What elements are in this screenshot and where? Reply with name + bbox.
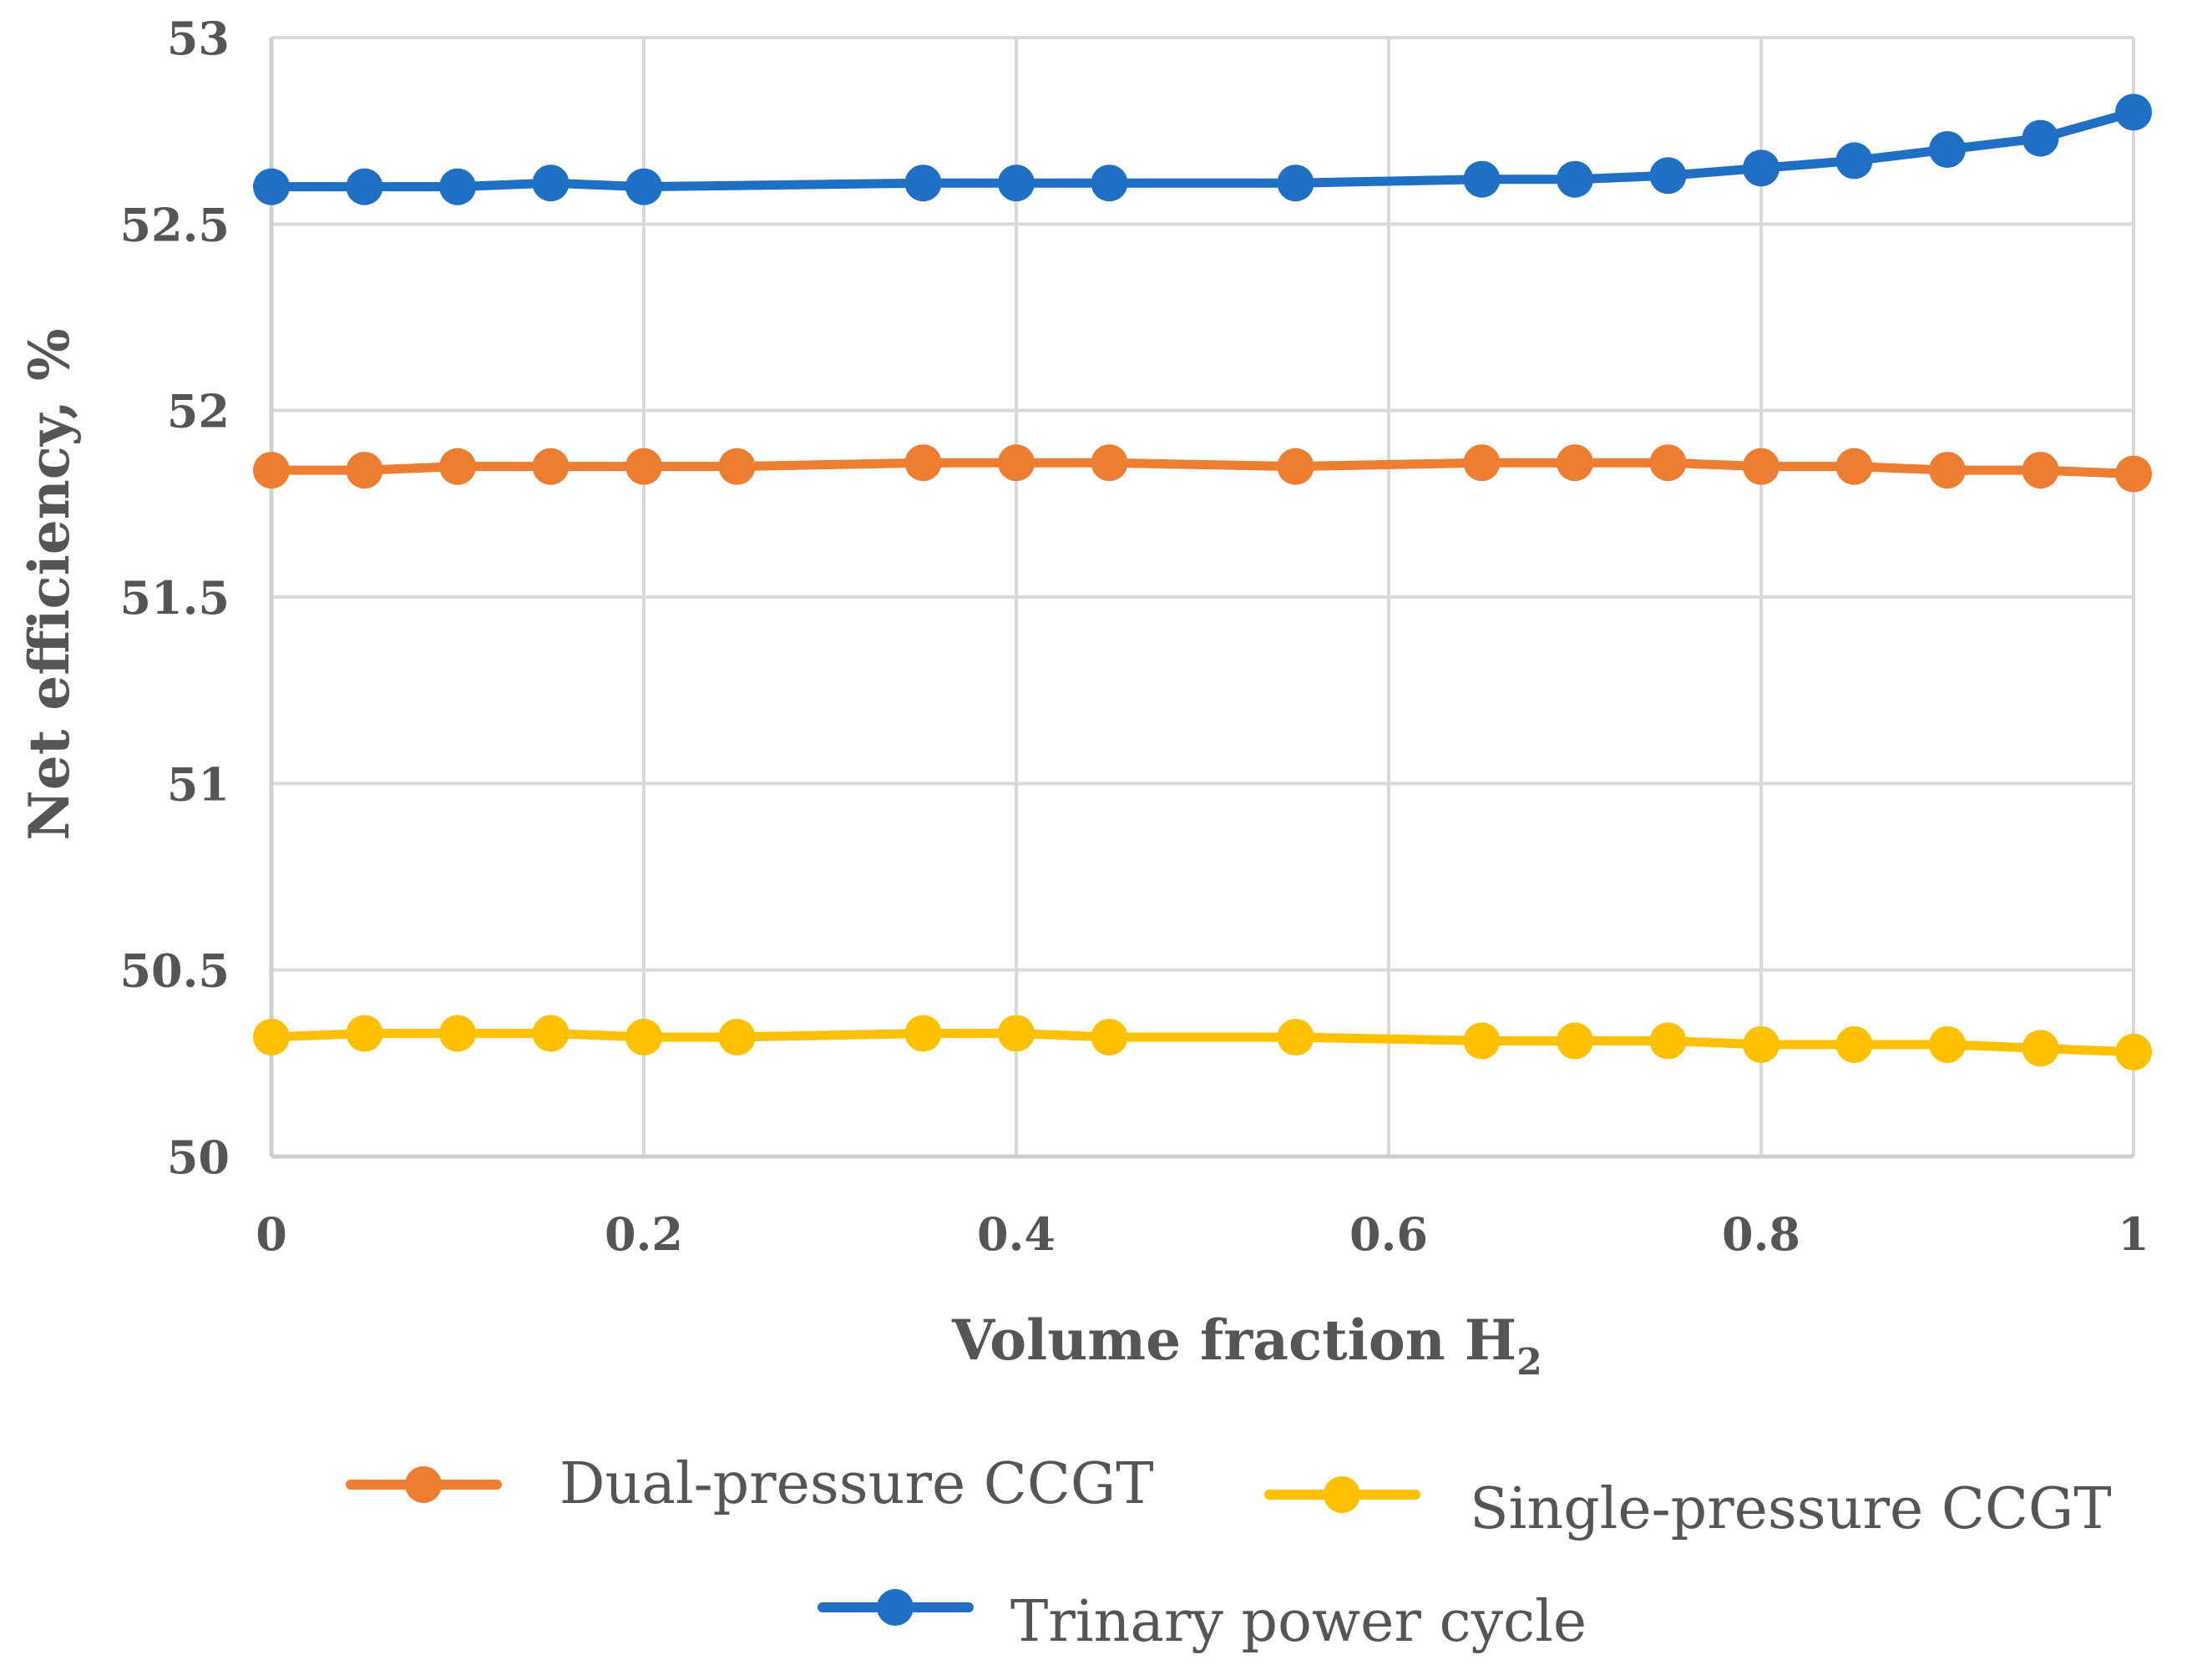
data-point-single-pressure-ccgt <box>1743 1026 1779 1063</box>
data-point-trinary-power-cycle <box>904 164 942 202</box>
data-point-single-pressure-ccgt <box>439 1015 476 1052</box>
data-point-trinary-power-cycle <box>253 168 290 205</box>
data-point-dual-pressure-ccgt <box>532 448 570 485</box>
series-dual-pressure-ccgt <box>253 444 2152 493</box>
data-point-dual-pressure-ccgt <box>998 444 1035 482</box>
axes <box>269 38 2134 1159</box>
x-tick-label: 0.4 <box>977 1207 1056 1261</box>
legend-item-dual-pressure-ccgt: Dual-pressure CCGT <box>346 1451 1154 1517</box>
legend-swatch-marker <box>877 1589 914 1626</box>
y-tick-label: 50.5 <box>119 944 230 998</box>
series-lines <box>253 94 2152 1070</box>
x-tick-labels: 0 0.2 0.4 0.6 0.8 1 <box>256 1207 2149 1261</box>
data-point-trinary-power-cycle <box>532 164 570 202</box>
x-tick-label: 0 <box>256 1207 287 1261</box>
x-tick-label: 1 <box>2118 1207 2149 1261</box>
data-point-trinary-power-cycle <box>1557 160 1593 198</box>
data-point-single-pressure-ccgt <box>1463 1022 1501 1060</box>
legend-label: Single-pressure CCGT <box>1470 1476 2112 1542</box>
gridlines <box>270 36 2135 1158</box>
legend-swatch-marker <box>405 1466 442 1503</box>
y-tick-label: 51 <box>167 757 230 811</box>
data-point-dual-pressure-ccgt <box>625 448 662 485</box>
data-point-dual-pressure-ccgt <box>1463 444 1501 482</box>
data-point-single-pressure-ccgt <box>1649 1022 1687 1060</box>
y-tick-label: 52.5 <box>119 198 230 251</box>
y-tick-label: 51.5 <box>119 571 230 625</box>
x-tick-label: 0.2 <box>605 1207 683 1261</box>
data-point-single-pressure-ccgt <box>904 1015 942 1052</box>
data-point-dual-pressure-ccgt <box>1277 448 1314 485</box>
x-axis-title: Volume fraction H2 <box>951 1308 1542 1384</box>
data-point-dual-pressure-ccgt <box>2115 455 2152 493</box>
data-point-dual-pressure-ccgt <box>718 448 756 485</box>
data-point-trinary-power-cycle <box>1835 142 1873 180</box>
data-point-dual-pressure-ccgt <box>1835 448 1873 485</box>
data-point-dual-pressure-ccgt <box>1649 444 1687 482</box>
data-point-trinary-power-cycle <box>1277 164 1314 202</box>
data-point-dual-pressure-ccgt <box>253 452 290 489</box>
data-point-trinary-power-cycle <box>2022 119 2059 157</box>
data-point-single-pressure-ccgt <box>532 1015 570 1052</box>
data-point-single-pressure-ccgt <box>1557 1022 1593 1060</box>
x-tick-label: 0.6 <box>1349 1207 1428 1261</box>
data-point-trinary-power-cycle <box>1649 157 1687 195</box>
data-point-trinary-power-cycle <box>625 168 662 205</box>
data-point-single-pressure-ccgt <box>1835 1026 1873 1063</box>
series-trinary-power-cycle <box>253 94 2152 205</box>
data-point-single-pressure-ccgt <box>625 1019 662 1056</box>
y-axis-title: Net efficiency, % <box>17 328 82 840</box>
legend-item-trinary-power-cycle: Trinary power cycle <box>818 1589 1587 1655</box>
data-point-single-pressure-ccgt <box>1929 1026 1966 1063</box>
legend-swatch-marker <box>1324 1476 1360 1513</box>
data-point-single-pressure-ccgt <box>2022 1030 2059 1067</box>
legend-label: Dual-pressure CCGT <box>559 1451 1154 1517</box>
y-tick-label: 52 <box>167 385 230 438</box>
data-point-dual-pressure-ccgt <box>346 452 383 489</box>
data-point-trinary-power-cycle <box>2115 94 2152 131</box>
data-point-dual-pressure-ccgt <box>439 448 476 485</box>
data-point-single-pressure-ccgt <box>2115 1033 2152 1070</box>
data-point-single-pressure-ccgt <box>998 1015 1035 1052</box>
legend-item-single-pressure-ccgt: Single-pressure CCGT <box>1264 1476 2112 1542</box>
x-tick-label: 0.8 <box>1722 1207 1800 1261</box>
data-point-dual-pressure-ccgt <box>1929 452 1966 489</box>
data-point-dual-pressure-ccgt <box>1743 448 1779 485</box>
legend: Dual-pressure CCGT Single-pressure CCGT Tr… <box>346 1451 2112 1655</box>
x-axis-title-main: Volume fraction H <box>951 1308 1516 1373</box>
data-point-trinary-power-cycle <box>998 164 1035 202</box>
data-point-dual-pressure-ccgt <box>1091 444 1128 482</box>
data-point-trinary-power-cycle <box>1091 164 1128 202</box>
data-point-single-pressure-ccgt <box>1277 1019 1314 1056</box>
data-point-trinary-power-cycle <box>439 168 476 205</box>
x-axis-title-subscript: 2 <box>1516 1341 1542 1384</box>
data-point-single-pressure-ccgt <box>253 1019 290 1056</box>
data-point-trinary-power-cycle <box>346 168 383 205</box>
y-tick-label: 50 <box>167 1131 230 1184</box>
data-point-trinary-power-cycle <box>1743 149 1779 187</box>
series-single-pressure-ccgt <box>253 1015 2152 1070</box>
data-point-single-pressure-ccgt <box>718 1019 756 1056</box>
y-tick-label: 53 <box>167 12 230 65</box>
data-point-dual-pressure-ccgt <box>1557 444 1593 482</box>
data-point-dual-pressure-ccgt <box>2022 452 2059 489</box>
data-point-trinary-power-cycle <box>1929 131 1966 168</box>
data-point-trinary-power-cycle <box>1463 160 1501 198</box>
y-tick-labels: 50 50.5 51 51.5 52 52.5 53 <box>119 12 230 1184</box>
data-point-single-pressure-ccgt <box>346 1015 383 1052</box>
data-point-single-pressure-ccgt <box>1091 1019 1128 1056</box>
legend-label: Trinary power cycle <box>1010 1589 1587 1655</box>
data-point-dual-pressure-ccgt <box>904 444 942 482</box>
